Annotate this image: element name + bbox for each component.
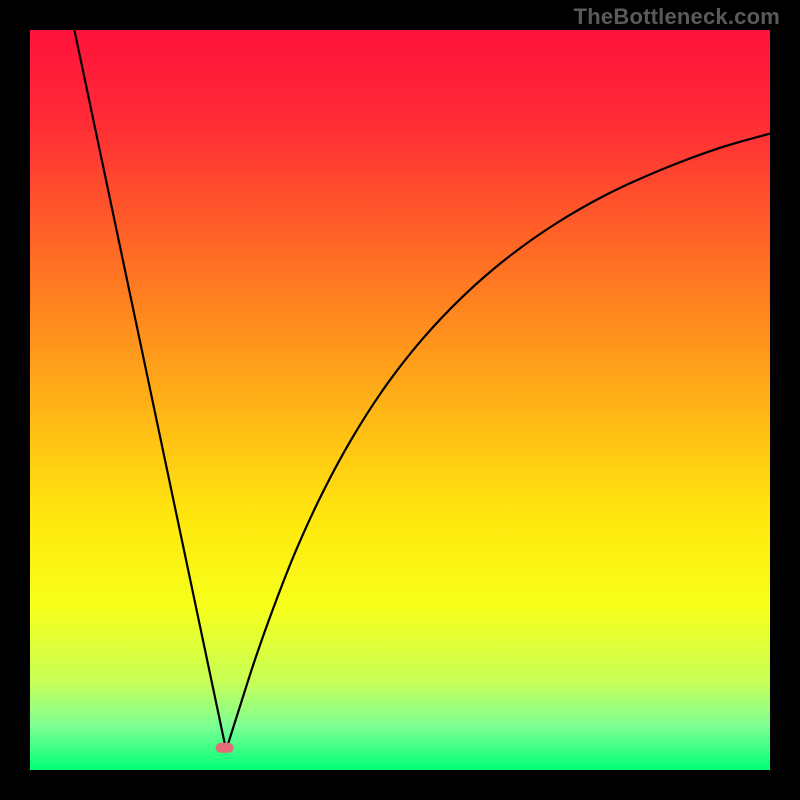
bottleneck-chart bbox=[30, 30, 770, 770]
watermark-text: TheBottleneck.com bbox=[574, 4, 780, 30]
min-marker bbox=[216, 743, 234, 753]
gradient-background bbox=[30, 30, 770, 770]
plot-area bbox=[30, 30, 770, 770]
canvas: TheBottleneck.com bbox=[0, 0, 800, 800]
